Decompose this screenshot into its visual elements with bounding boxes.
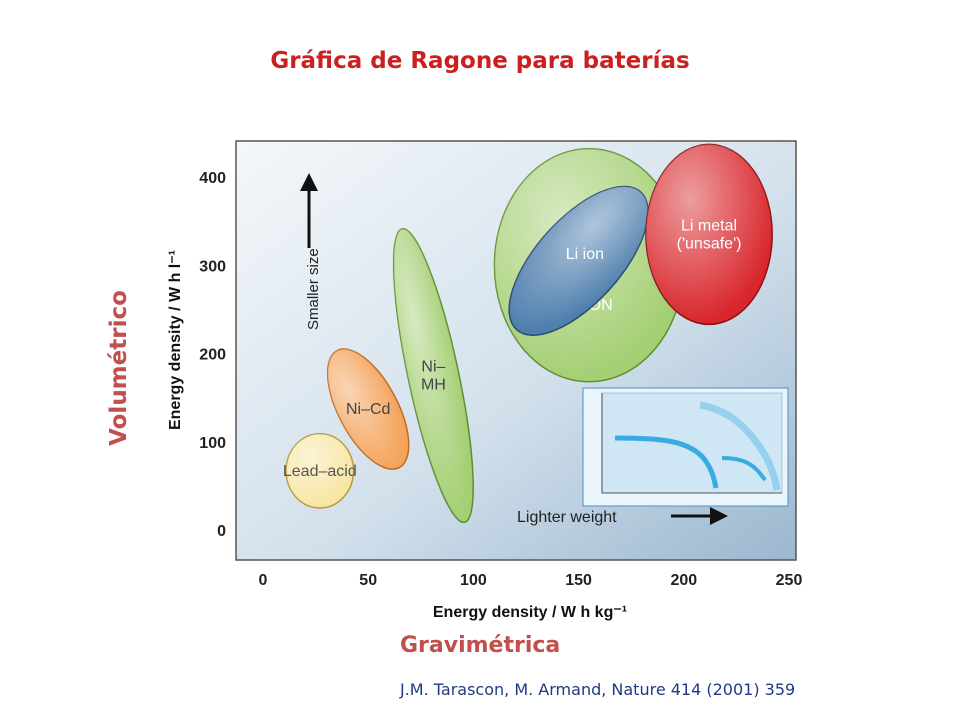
region-2: [392, 227, 474, 524]
region-label: Ni–Cd: [346, 401, 390, 418]
slide-title: Gráfica de Ragone para baterías: [270, 48, 690, 74]
x-tick-label: 200: [670, 572, 697, 589]
region-0: [285, 433, 355, 509]
region-label: Li metal ('unsafe'): [677, 217, 742, 252]
region-highlight: [393, 228, 474, 523]
y-tick-label: 300: [199, 258, 226, 275]
x-tick-label: 100: [460, 572, 487, 589]
y-tick-label: 200: [199, 347, 226, 364]
region-highlight: [327, 349, 409, 470]
y-tick-label: 0: [217, 523, 226, 540]
citation: J.M. Tarascon, M. Armand, Nature 414 (20…: [400, 680, 796, 699]
smaller-size-label: Smaller size: [305, 248, 322, 330]
region-4: [508, 185, 649, 336]
x-tick-label: 50: [359, 572, 377, 589]
region-5: [645, 143, 773, 326]
region-1: [326, 348, 410, 470]
x-axis-label: Energy density / W h kg⁻¹: [433, 604, 627, 621]
y-tick-label: 100: [199, 435, 226, 452]
x-tick-label: 0: [259, 572, 268, 589]
region-label: Ni– MH: [421, 359, 446, 394]
lighter-weight-label: Lighter weight: [517, 509, 617, 526]
gravimetric-label: Gravimétrica: [400, 633, 561, 658]
x-tick-label: 150: [565, 572, 592, 589]
y-axis-label: Energy density / W h l⁻¹: [167, 250, 184, 430]
region-label: Lead–acid: [283, 463, 357, 480]
region-highlight: [509, 186, 649, 336]
x-tick-label: 250: [776, 572, 803, 589]
y-tick-label: 400: [199, 170, 226, 187]
region-label: Li ion: [566, 246, 604, 263]
region-highlight: [286, 433, 354, 508]
region-highlight: [645, 144, 773, 325]
inset-chart: [582, 387, 789, 507]
